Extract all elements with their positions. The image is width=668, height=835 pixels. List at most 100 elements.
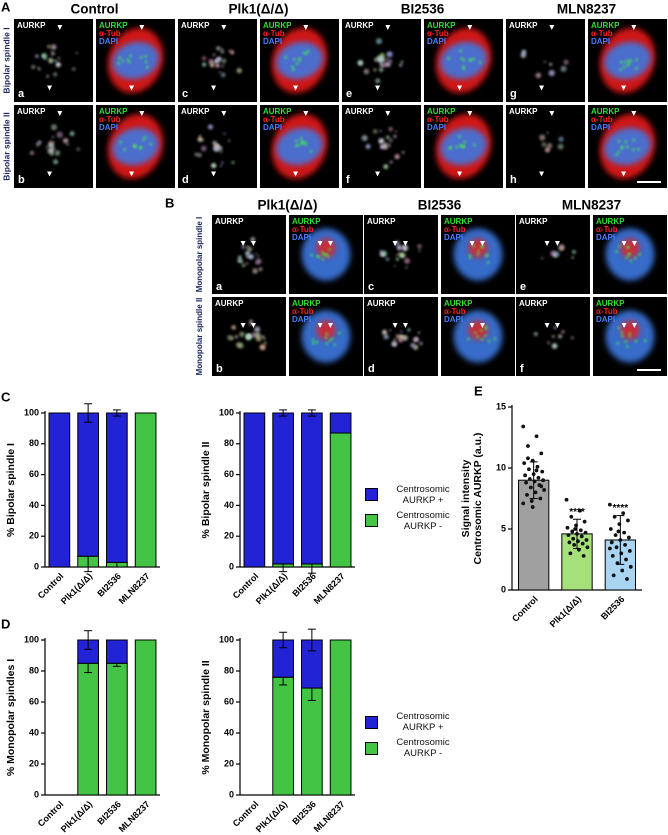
arrowhead (621, 323, 627, 329)
column-header: Control (71, 2, 119, 17)
signal-spot (393, 134, 397, 138)
aurkp-spot (472, 244, 476, 248)
signal-spot (395, 334, 400, 339)
data-point (607, 546, 612, 551)
signal-spot (257, 254, 260, 257)
channel-label: α-Tub (596, 307, 618, 316)
legend-label: Centrosomic AURKP - (396, 509, 450, 532)
aurkp-spot (295, 62, 299, 65)
aurkp-spot (480, 245, 484, 249)
channel-label: DAPI (591, 123, 610, 132)
signal-spot (395, 257, 400, 261)
signal-spot (255, 262, 258, 265)
arrowhead (375, 85, 381, 91)
signal-spot (373, 68, 377, 72)
y-tick-label: 60 (224, 469, 234, 479)
data-point (582, 519, 587, 524)
y-tick-label: 60 (29, 469, 39, 479)
arrowhead (631, 323, 637, 329)
data-point (533, 490, 538, 495)
aurkp-spot (618, 244, 621, 248)
signal-spot (47, 45, 50, 48)
y-tick-label: 20 (224, 531, 234, 541)
aurkp-spot (325, 253, 328, 256)
bar-segment (134, 639, 157, 796)
data-point (539, 484, 544, 489)
aurkp-spot (133, 144, 136, 148)
aurkp-spot (616, 341, 620, 345)
aurkp-spot (316, 254, 319, 258)
data-point (525, 492, 529, 497)
aurkp-spot (477, 249, 481, 253)
aurkp-spot (615, 153, 618, 156)
signal-spot (255, 336, 262, 342)
arrowhead (139, 24, 145, 30)
aurkp-spot (295, 139, 299, 143)
image-letter: d (182, 174, 189, 186)
y-axis-label: % Bipolar spindle I (5, 443, 17, 537)
y-tick-label: 60 (29, 696, 39, 706)
micrograph-gray (364, 297, 438, 376)
signal-spot (51, 135, 54, 139)
data-point (541, 478, 546, 483)
channel-label: α-Tub (263, 29, 285, 38)
signal-spot (400, 330, 403, 333)
data-point (528, 485, 533, 490)
aurkp-spot (628, 334, 631, 338)
signal-spot (397, 245, 402, 250)
signal-spot (194, 152, 198, 157)
image-letter: h (510, 174, 517, 186)
x-tick-label: MLN8237 (312, 799, 347, 834)
arrowhead (303, 24, 309, 30)
aurkp-spot (328, 339, 332, 342)
signal-spot (216, 144, 219, 148)
aurkp-spot (484, 327, 488, 331)
y-tick-label: 80 (224, 438, 234, 448)
signal-spot (386, 51, 393, 58)
channel-label: DAPI (427, 37, 446, 46)
aurkp-spot (473, 331, 477, 335)
aurkp-spot (478, 61, 482, 64)
data-point (584, 538, 589, 542)
channel-label: AURKP (292, 217, 321, 226)
aurkp-spot (299, 137, 303, 140)
data-point (579, 534, 584, 539)
signal-spot (231, 161, 235, 165)
signal-spot (553, 326, 557, 330)
signal-spot (417, 331, 421, 335)
signal-spot (197, 136, 203, 142)
aurkp-spot (635, 58, 639, 62)
signal-spot (544, 146, 551, 153)
data-point (626, 535, 631, 540)
aurkp-spot (117, 61, 120, 65)
channel-label: AURKP (345, 107, 374, 116)
signal-spot (247, 246, 253, 252)
image-background (14, 19, 93, 102)
signal-spot (560, 65, 567, 72)
aurkp-spot (325, 342, 328, 345)
aurkp-spot (486, 261, 490, 264)
signal-spot (75, 51, 78, 55)
channel-label: α-Tub (591, 115, 613, 124)
aurkp-spot (145, 65, 149, 69)
y-tick-label: 20 (224, 758, 234, 768)
y-tick-label: 15 (496, 401, 506, 411)
signal-spot (55, 62, 61, 68)
channel-label: AURKP (181, 107, 210, 116)
micrograph-merge (260, 19, 339, 102)
micrograph-merge (588, 19, 667, 102)
signal-spot (218, 146, 222, 150)
signal-spot (247, 254, 252, 259)
aurkp-spot (301, 141, 305, 144)
channel-label: AURKP (17, 21, 46, 30)
signal-spot (417, 244, 422, 249)
aurkp-spot (620, 146, 624, 150)
data-point (571, 536, 576, 541)
aurkp-spot (627, 62, 631, 65)
arrowhead (317, 241, 323, 247)
y-tick-label: 80 (29, 665, 39, 675)
data-point (607, 502, 612, 507)
aurkp-spot (310, 253, 314, 257)
x-tick-label: Plk1(Δ/Δ) (548, 594, 583, 629)
